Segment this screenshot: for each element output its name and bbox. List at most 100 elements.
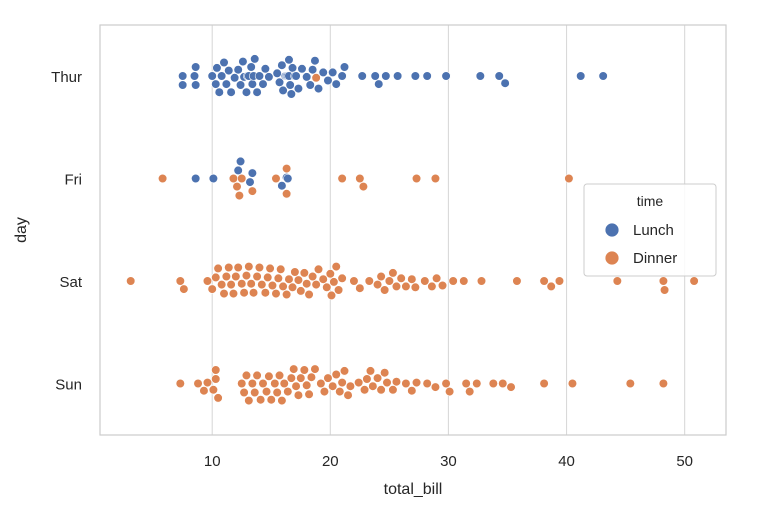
- data-point-dinner: [213, 263, 223, 274]
- x-tick-label: 20: [322, 453, 339, 470]
- data-point-dinner: [273, 273, 283, 283]
- data-point-dinner: [401, 378, 411, 389]
- data-point-lunch: [247, 168, 257, 178]
- data-point-dinner: [339, 366, 350, 376]
- data-point-lunch: [475, 71, 485, 81]
- grid-lines: [211, 25, 686, 435]
- data-point-lunch: [328, 67, 338, 77]
- data-point-lunch: [252, 87, 262, 97]
- legend-label-dinner: Dinner: [633, 250, 677, 267]
- data-point-dinner: [358, 182, 368, 192]
- data-point-dinner: [376, 385, 386, 395]
- data-point-lunch: [233, 65, 243, 75]
- data-point-dinner: [241, 271, 252, 281]
- data-point-dinner: [257, 280, 267, 290]
- data-point-lunch: [598, 71, 608, 81]
- data-point-lunch: [224, 65, 234, 76]
- data-point-dinner: [391, 377, 402, 387]
- data-point-lunch: [233, 165, 243, 175]
- data-point-dinner: [422, 378, 432, 389]
- y-tick-label: Sat: [59, 274, 82, 291]
- data-point-dinner: [401, 281, 411, 292]
- data-point-dinner: [612, 276, 622, 286]
- data-point-dinner: [427, 281, 437, 292]
- data-point-lunch: [277, 181, 287, 191]
- data-point-dinner: [267, 280, 278, 291]
- data-point-dinner: [217, 280, 227, 290]
- data-point-dinner: [430, 173, 441, 184]
- data-point-dinner: [539, 276, 549, 286]
- data-point-lunch: [241, 87, 252, 97]
- data-point-dinner: [554, 276, 565, 286]
- data-point-dinner: [461, 378, 471, 389]
- x-tick-label: 30: [440, 453, 457, 470]
- data-point-dinner: [567, 378, 578, 389]
- data-point-dinner: [625, 378, 635, 389]
- data-point-dinner: [250, 387, 260, 398]
- data-point-lunch: [207, 71, 217, 81]
- data-point-dinner: [282, 289, 292, 300]
- data-point-dinner: [271, 289, 281, 299]
- data-point-lunch: [337, 71, 347, 81]
- data-point-lunch: [308, 65, 318, 75]
- data-point-dinner: [349, 276, 359, 286]
- data-point-dinner: [384, 276, 394, 286]
- data-point-dinner: [326, 290, 337, 301]
- data-point-dinner: [376, 271, 386, 282]
- data-point-lunch: [191, 173, 201, 184]
- data-point-dinner: [311, 73, 321, 83]
- data-point-dinner: [254, 262, 265, 273]
- data-point-dinner: [476, 276, 487, 286]
- data-point-lunch: [178, 80, 188, 90]
- data-point-lunch: [422, 71, 432, 81]
- data-point-dinner: [318, 274, 328, 284]
- data-point-dinner: [283, 387, 293, 397]
- data-point-dinner: [368, 381, 378, 391]
- data-point-dinner: [207, 284, 217, 294]
- legend: time Lunch Dinner: [583, 183, 717, 277]
- data-point-dinner: [337, 173, 347, 184]
- data-point-dinner: [244, 262, 254, 272]
- data-point-lunch: [208, 173, 218, 184]
- data-point-dinner: [237, 173, 247, 184]
- y-tick-label: Fri: [65, 172, 83, 189]
- data-point-dinner: [345, 381, 356, 391]
- data-point-dinner: [256, 395, 266, 405]
- data-point-dinner: [396, 273, 406, 283]
- data-point-lunch: [235, 80, 246, 90]
- data-point-lunch: [277, 60, 287, 70]
- data-point-dinner: [539, 378, 549, 389]
- data-point-dinner: [512, 276, 522, 286]
- data-point-dinner: [364, 276, 374, 286]
- data-point-lunch: [272, 68, 282, 78]
- data-point-dinner: [306, 372, 317, 382]
- data-point-dinner: [233, 262, 243, 273]
- data-point-dinner: [382, 378, 392, 388]
- data-point-dinner: [286, 373, 296, 383]
- data-point-dinner: [420, 276, 430, 286]
- data-point-dinner: [278, 281, 288, 292]
- data-point-lunch: [381, 71, 391, 81]
- data-point-dinner: [231, 271, 241, 282]
- data-point-dinner: [219, 289, 229, 299]
- data-point-dinner: [411, 378, 422, 388]
- data-point-dinner: [302, 279, 312, 289]
- data-point-lunch: [494, 71, 504, 81]
- data-point-dinner: [282, 164, 292, 174]
- data-point-lunch: [323, 75, 333, 86]
- data-point-dinner: [261, 387, 272, 397]
- data-point-dinner: [331, 369, 341, 380]
- data-point-dinner: [391, 281, 402, 292]
- data-point-dinner: [237, 378, 247, 389]
- data-point-dinner: [158, 173, 168, 184]
- data-point-dinner: [323, 373, 333, 383]
- data-point-dinner: [472, 378, 482, 389]
- data-point-lunch: [313, 83, 324, 94]
- data-point-lunch: [284, 55, 294, 65]
- data-point-dinner: [372, 280, 383, 290]
- data-point-dinner: [264, 371, 274, 381]
- data-point-dinner: [380, 368, 390, 378]
- data-point-dinner: [213, 393, 223, 403]
- data-point-lunch: [286, 89, 296, 99]
